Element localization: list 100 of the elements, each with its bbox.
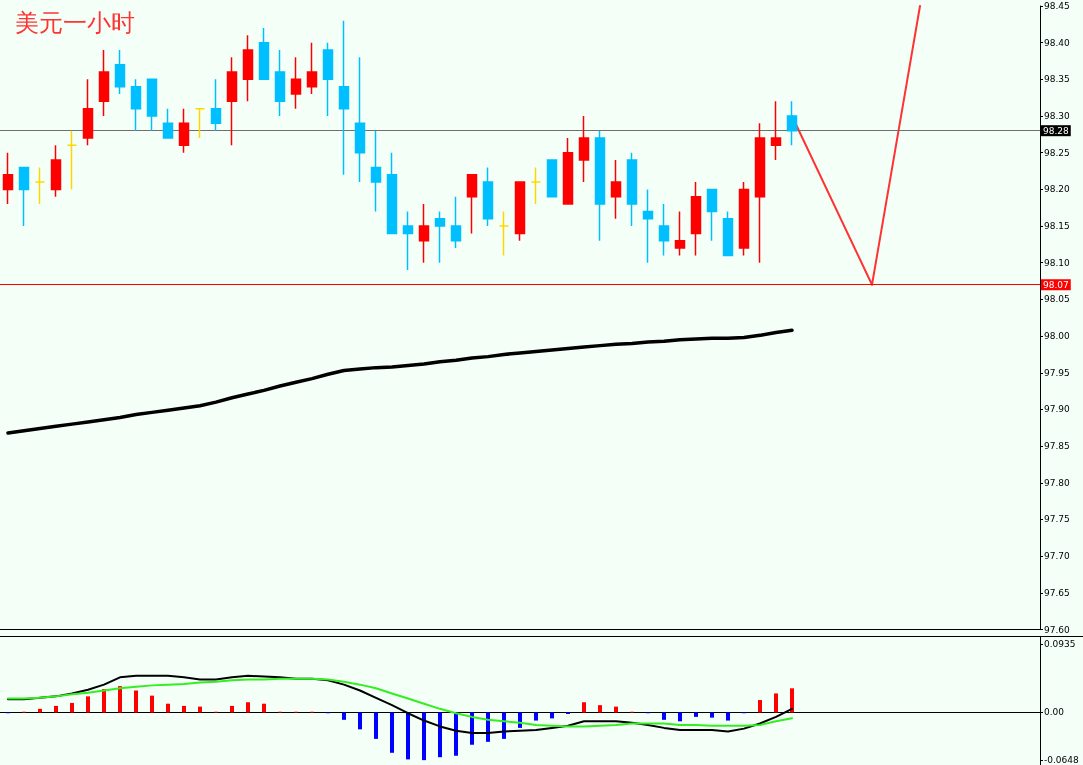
- candlestick: [450, 195, 462, 249]
- bar: [342, 712, 346, 720]
- candlestick: [482, 166, 494, 227]
- bar: [422, 712, 426, 761]
- candlestick: [98, 49, 110, 117]
- bar: [454, 712, 458, 756]
- y-tick-label: 97.85: [1044, 441, 1070, 452]
- bar: [134, 690, 138, 713]
- candlestick: [18, 166, 30, 227]
- y-tick-label: 97.80: [1044, 477, 1071, 488]
- y-tick-label: 97.75: [1044, 514, 1070, 525]
- bar: [182, 705, 186, 713]
- bar: [582, 702, 586, 713]
- y-tick-label: 97.60: [1044, 624, 1071, 635]
- bar: [758, 700, 762, 713]
- candlestick: [354, 56, 366, 183]
- bar: [166, 703, 170, 713]
- candlestick: [658, 203, 670, 257]
- bar: [790, 688, 794, 713]
- candlestick: [226, 56, 238, 147]
- bar: [390, 712, 394, 753]
- y-tick-label: 98.25: [1044, 147, 1070, 158]
- y-tick-label: 98.45: [1044, 1, 1070, 11]
- candlestick: [578, 115, 590, 183]
- candlestick: [242, 34, 254, 103]
- bar: [678, 712, 682, 722]
- candlestick: [210, 78, 222, 132]
- candlestick: [82, 78, 94, 147]
- chart-title: 美元一小时: [15, 9, 135, 37]
- line-series: [6, 328, 794, 435]
- y-tick-label: 97.65: [1044, 587, 1070, 598]
- bar: [86, 696, 90, 713]
- bar: [598, 705, 602, 713]
- candlestick: [514, 181, 526, 242]
- y-tick-label: 98.40: [1044, 37, 1071, 48]
- y-tick-label: 97.70: [1044, 551, 1071, 562]
- y-tick-label: 97.95: [1044, 367, 1070, 378]
- bar: [54, 705, 58, 713]
- candlestick: [562, 137, 574, 205]
- y-tick-label: 98.05: [1044, 294, 1070, 305]
- candlestick: [194, 107, 206, 139]
- candlestick: [434, 210, 446, 264]
- candlestick: [770, 100, 782, 161]
- candlestick: [258, 27, 270, 81]
- bar: [550, 712, 554, 719]
- candlestick: [322, 41, 334, 117]
- bar: [406, 712, 410, 760]
- y-tick-label: 98.10: [1044, 257, 1071, 268]
- candlestick: [162, 107, 174, 139]
- candlestick: [2, 151, 14, 205]
- bar: [710, 712, 714, 718]
- y-tick-label: 98.00: [1044, 331, 1071, 342]
- candlestick: [754, 122, 766, 264]
- bar: [230, 705, 234, 713]
- bar: [534, 712, 538, 721]
- bar: [246, 702, 250, 713]
- candlestick: [498, 210, 510, 257]
- bar: [374, 712, 378, 739]
- candlestick: [706, 188, 718, 242]
- y-tick-label: 98.30: [1044, 111, 1071, 122]
- y-tick-label: -0.0648: [1044, 754, 1080, 765]
- candlestick: [178, 107, 190, 154]
- candlestick: [290, 56, 302, 110]
- ref-line-label: 98.28: [1043, 125, 1070, 136]
- y-tick-label: 98.20: [1044, 184, 1071, 195]
- candlestick: [610, 159, 622, 220]
- bar: [694, 712, 698, 717]
- ref-line-label: 98.07: [1043, 279, 1069, 290]
- candlestick: [738, 181, 750, 257]
- bar: [150, 695, 154, 713]
- candlestick: [546, 159, 558, 198]
- candlestick: [722, 210, 734, 257]
- candlestick: [530, 166, 542, 205]
- candlestick: [338, 19, 350, 176]
- y-tick-label: 0.00: [1044, 707, 1065, 718]
- candlestick: [386, 151, 398, 235]
- bar: [70, 702, 74, 713]
- bar: [118, 686, 122, 713]
- candlestick: [626, 151, 638, 227]
- bar: [358, 712, 362, 730]
- bar: [662, 712, 666, 720]
- y-tick-label: 0.0935: [1044, 638, 1076, 649]
- candlestick: [594, 129, 606, 242]
- line-series: [7, 677, 793, 728]
- candlestick: [274, 49, 286, 117]
- candlestick: [146, 78, 158, 132]
- candlestick: [466, 173, 478, 235]
- candlestick: [50, 144, 62, 198]
- candlestick: [306, 41, 318, 95]
- bar: [726, 712, 730, 721]
- candlestick: [114, 49, 126, 95]
- candlestick: [130, 78, 142, 132]
- candlestick: [786, 100, 798, 147]
- y-tick-label: 97.90: [1044, 404, 1071, 415]
- candlestick: [66, 129, 78, 191]
- candlestick: [418, 203, 430, 264]
- candlestick: [642, 188, 654, 264]
- candlestick: [370, 129, 382, 213]
- y-tick-label: 98.15: [1044, 221, 1070, 232]
- bar: [774, 693, 778, 713]
